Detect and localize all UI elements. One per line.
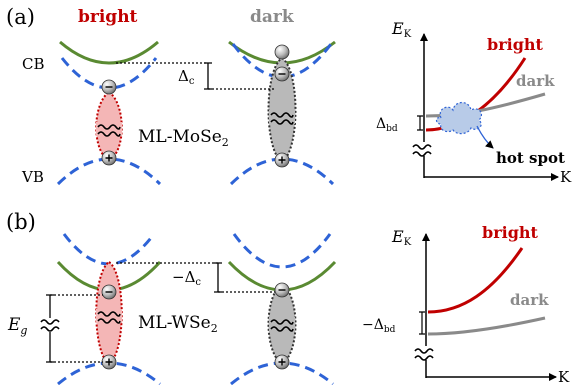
bandgap-label: Eg (7, 315, 27, 337)
plot-b-x-label: K (558, 368, 570, 385)
hot-spot-cloud-icon (435, 101, 483, 135)
conduction-splitting-label: Δc (178, 67, 195, 87)
plot-b-gap-label: −Δbd (362, 317, 396, 335)
hot-spot-pointer-arrow (476, 125, 494, 149)
panel-a-label: (a) (6, 5, 35, 29)
panel-a: (a) bright dark CB VB Δc ML (6, 5, 572, 186)
material-label-wse2: ML-WSe2 (138, 313, 218, 335)
plot-b-bright-curve (427, 247, 524, 314)
dark-b-axis-break-icon (270, 319, 294, 332)
plot-b-dark-curve (427, 316, 546, 336)
bandgap-axis-break-icon (40, 319, 60, 332)
hot-spot-label: hot spot (496, 149, 565, 167)
plot-a-gap-label: Δbd (376, 116, 398, 134)
bright-b-axis-break-icon (97, 311, 121, 324)
b-conduction-splitting-label: −Δc (172, 268, 201, 288)
energy-plot-b: EK K bright dark −Δbd (362, 223, 570, 385)
plus-sign-icon (278, 156, 286, 164)
dark-axis-break-icon (270, 112, 294, 125)
plot-b-bright-label: bright (482, 223, 539, 242)
plot-b-gap-bracket (419, 311, 425, 335)
conduction-band-label: CB (22, 55, 45, 73)
material-label-mose2: ML-MoSe2 (138, 127, 229, 149)
plot-a-dark-label: dark (516, 72, 555, 90)
bright-valence-band (56, 157, 162, 186)
plot-a-y-label: EK (391, 19, 412, 40)
energy-plot-a: EK K bright dark Δbd hot spot (376, 19, 572, 186)
dark-cb-lower-band (231, 43, 333, 79)
plot-a-x-label: K (560, 168, 572, 186)
panel-b-label: (b) (6, 210, 36, 234)
plot-a-gap-bracket (417, 115, 423, 131)
plus-sign-icon (278, 358, 286, 366)
b-splitting-bracket (214, 262, 222, 293)
plot-a-bright-label: bright (487, 35, 544, 54)
bright-cb-upper-band (59, 40, 159, 65)
plot-a-axis-break-icon (412, 144, 432, 157)
plus-sign-icon (105, 358, 113, 366)
dark-b-cb-upper-band (232, 233, 332, 269)
plot-b-y-label: EK (391, 227, 412, 248)
bright-axis-break-icon (97, 124, 121, 137)
plus-sign-icon (105, 154, 113, 162)
plot-b-axis-break-icon (414, 348, 434, 361)
plot-b-dark-label: dark (510, 291, 549, 309)
valence-band-label: VB (21, 168, 44, 186)
bright-b-cb-upper-band (62, 233, 156, 266)
dark-column-title: dark (250, 7, 295, 27)
dark-electron-upper-icon (274, 44, 290, 60)
bright-column-title: bright (78, 7, 138, 27)
splitting-bracket (204, 62, 212, 90)
panel-b: (b) −Δc Eg ML (6, 210, 570, 385)
dark-valence-band (229, 157, 335, 186)
